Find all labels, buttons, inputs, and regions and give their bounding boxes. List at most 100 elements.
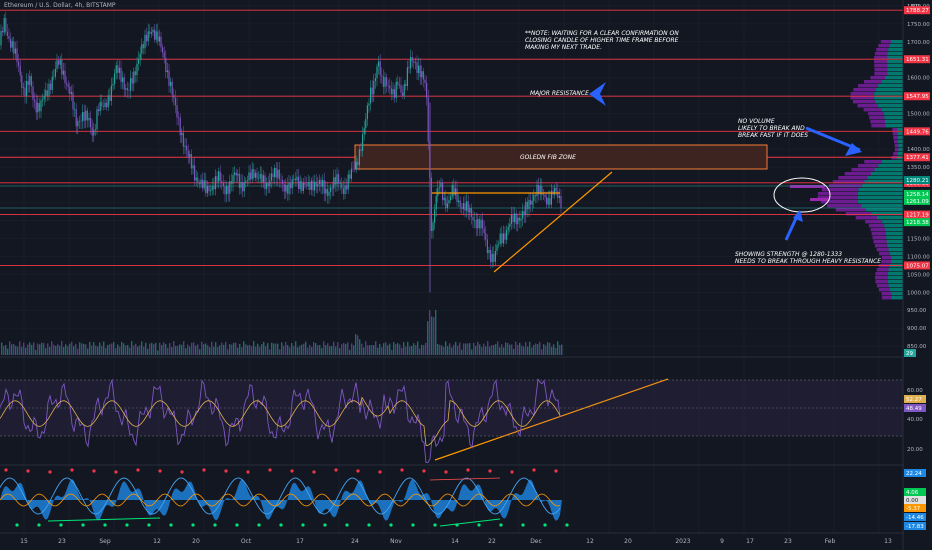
time-tick: 13 — [884, 538, 892, 545]
strength-circle[interactable] — [773, 177, 831, 213]
volume-bar — [267, 343, 269, 355]
volume-profile-bar — [881, 108, 903, 112]
no-volume-annotation: NO VOLUME LIKELY TO BREAK AND BREAK FAST… — [738, 118, 809, 139]
candle-body — [245, 181, 247, 183]
candle-body — [250, 172, 252, 180]
volume-bar — [153, 344, 155, 355]
candle-body — [242, 181, 244, 192]
volume-profile-bar — [875, 280, 888, 284]
candle-body — [50, 83, 52, 90]
candle-body — [544, 194, 546, 198]
volume-profile-bar — [874, 68, 888, 72]
osc-buy-dot — [191, 523, 195, 527]
osc-sell-dot — [202, 468, 206, 472]
osc-value-tag-text: 0.00 — [906, 498, 919, 504]
volume-profile-bar — [883, 112, 903, 116]
volume-bar — [179, 344, 181, 355]
time-tick: Feb — [825, 538, 836, 545]
volume-bar — [199, 349, 201, 355]
volume-bar — [383, 343, 385, 355]
candle-body — [438, 187, 440, 188]
volume-profile-bar — [887, 280, 903, 284]
osc-value-tag-text: -14.46 — [906, 515, 924, 521]
trend-line-support[interactable] — [493, 171, 613, 273]
volume-bar — [43, 343, 45, 355]
symbol-title[interactable]: Ethereum / U.S. Dollar, 4h, BITSTAMP — [4, 2, 116, 9]
volume-profile-bar — [868, 224, 885, 228]
volume-bar — [85, 344, 87, 355]
volume-bar — [321, 348, 323, 355]
volume-profile-bar — [884, 224, 903, 228]
candle-body — [122, 77, 124, 83]
candle-body — [504, 233, 506, 240]
volume-bar — [33, 342, 35, 355]
volume-bar — [37, 343, 39, 355]
volume-bar — [273, 343, 275, 355]
volume-bar — [231, 344, 233, 355]
volume-bar — [275, 343, 277, 355]
price-axis[interactable]: 1800.001750.001700.001650.001600.001550.… — [904, 0, 932, 550]
trend-line-rsi[interactable] — [434, 378, 669, 461]
candle-body — [314, 181, 316, 191]
volume-bar — [339, 348, 341, 355]
volume-bar — [191, 342, 193, 355]
candle-body — [86, 110, 88, 121]
candle-body — [278, 169, 280, 180]
volume-bar — [497, 341, 499, 355]
candle-body — [488, 249, 490, 254]
candle-body — [125, 88, 127, 90]
candle-body — [208, 185, 210, 192]
osc-divergence-line — [47, 517, 161, 522]
candle-body — [8, 35, 10, 39]
candle-body — [550, 190, 552, 205]
volume-profile-bar — [868, 112, 884, 116]
volume-bar — [63, 346, 65, 355]
volume-profile-bar — [887, 244, 903, 248]
time-axis[interactable]: 15 23 Sep 12 20 Oct 17 24 Nov 14 22 Dec 12 20 2023 9 17 2… — [20, 538, 892, 545]
volume-bar — [3, 346, 5, 355]
candle-body — [115, 65, 117, 74]
volume-bar — [61, 341, 63, 355]
volume-profile-bar — [885, 124, 903, 128]
candle-body — [318, 179, 320, 185]
candle-body — [48, 83, 50, 96]
candle-body — [179, 117, 181, 136]
candle-body — [296, 176, 298, 181]
volume-profile-bar — [870, 120, 886, 124]
osc-buy-dot — [15, 523, 19, 527]
arrow-major-resistance[interactable] — [589, 82, 606, 106]
volume-bar — [99, 342, 101, 355]
osc-sell-dot — [92, 469, 96, 473]
candle-body — [530, 199, 532, 205]
volume-profile-bar — [887, 52, 903, 56]
volume-profile-bar — [886, 236, 903, 240]
candle-body — [269, 180, 271, 187]
volume-profile-bar — [897, 132, 903, 136]
candle-body — [270, 173, 272, 181]
volume-bar — [521, 345, 523, 355]
arrow-strength[interactable] — [784, 210, 803, 241]
candle-body — [181, 132, 183, 136]
candle-body — [13, 41, 15, 54]
candle-body — [198, 182, 200, 185]
volume-bar — [439, 344, 441, 355]
candle-body — [213, 185, 215, 190]
volume-bar — [141, 341, 143, 355]
volume-bar — [165, 343, 167, 355]
volume-bar — [487, 341, 489, 355]
candle-body — [526, 201, 528, 210]
candle-body — [78, 120, 80, 122]
time-tick: 20 — [192, 538, 200, 545]
volume-bar — [459, 342, 461, 355]
volume-bar — [481, 346, 483, 355]
volume-bar — [369, 345, 371, 355]
candle-body — [410, 57, 412, 69]
price-tick: 1750.00 — [907, 22, 930, 28]
volume-bar — [399, 344, 401, 355]
volume-profile-bar — [827, 204, 862, 208]
arrow-no-volume[interactable] — [805, 126, 862, 156]
fib-zone-box[interactable] — [354, 144, 768, 170]
price-tick: 1350.00 — [907, 165, 930, 171]
volume-bar — [11, 344, 13, 355]
